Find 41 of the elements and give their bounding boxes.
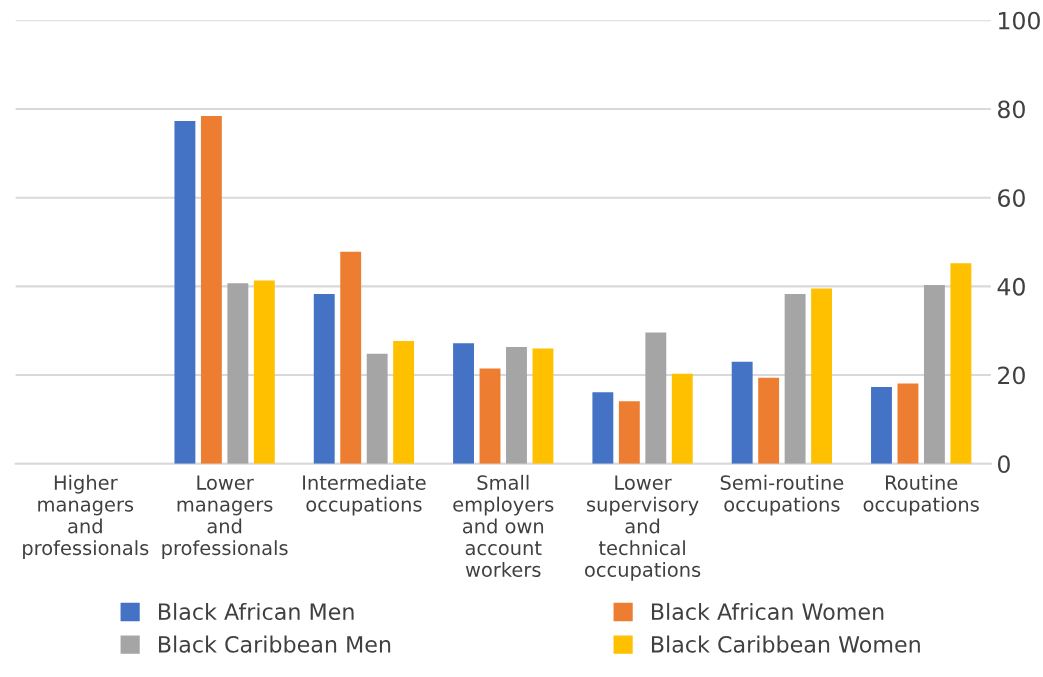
x-tick-label: Higher managers and professionals: [23, 474, 149, 559]
legend-label: Black Caribbean Women: [651, 635, 920, 653]
x-tick-label: Lower managers and professionals: [162, 475, 288, 559]
x-tick-label: Small employers and own account workers: [453, 474, 554, 577]
bar: [731, 361, 753, 464]
y-tick-label: 60: [998, 189, 1025, 207]
bar: [200, 116, 222, 464]
x-tick-label: Routine occupations: [863, 474, 979, 516]
bar: [923, 285, 945, 464]
y-tick-label: 40: [997, 277, 1025, 296]
bar: [671, 373, 693, 464]
bar: [532, 348, 554, 464]
bar: [811, 288, 833, 464]
bar: [393, 340, 415, 464]
bar: [366, 353, 388, 464]
x-tick-label: Semi-routine occupations: [720, 474, 844, 516]
x-tick-label: Intermediate occupations: [303, 474, 426, 516]
bar: [784, 293, 806, 464]
bar: [618, 401, 640, 464]
bar: [506, 347, 527, 464]
bar: [758, 377, 780, 464]
bar: [950, 263, 972, 464]
y-tick-label: 100: [999, 11, 1040, 30]
bar: [897, 383, 919, 464]
bar: [227, 283, 249, 464]
bar: [453, 343, 474, 464]
legend-label: Black African Men: [158, 602, 354, 621]
bar: [645, 332, 667, 464]
bar: [253, 280, 275, 464]
legend-label: Black Caribbean Men: [158, 635, 391, 653]
y-tick-label: 80: [998, 100, 1025, 119]
y-tick-label: 20: [998, 366, 1025, 385]
y-tick-label: 0: [997, 455, 1010, 474]
x-tick-label: Lower supervisory and technical occupations: [585, 475, 701, 581]
bar: [313, 293, 335, 464]
bar: [871, 387, 892, 464]
bar: [340, 251, 362, 464]
bar: [479, 368, 501, 464]
bar: [174, 120, 196, 464]
legend-label: Black African Women: [651, 602, 884, 621]
bar: [592, 392, 614, 464]
